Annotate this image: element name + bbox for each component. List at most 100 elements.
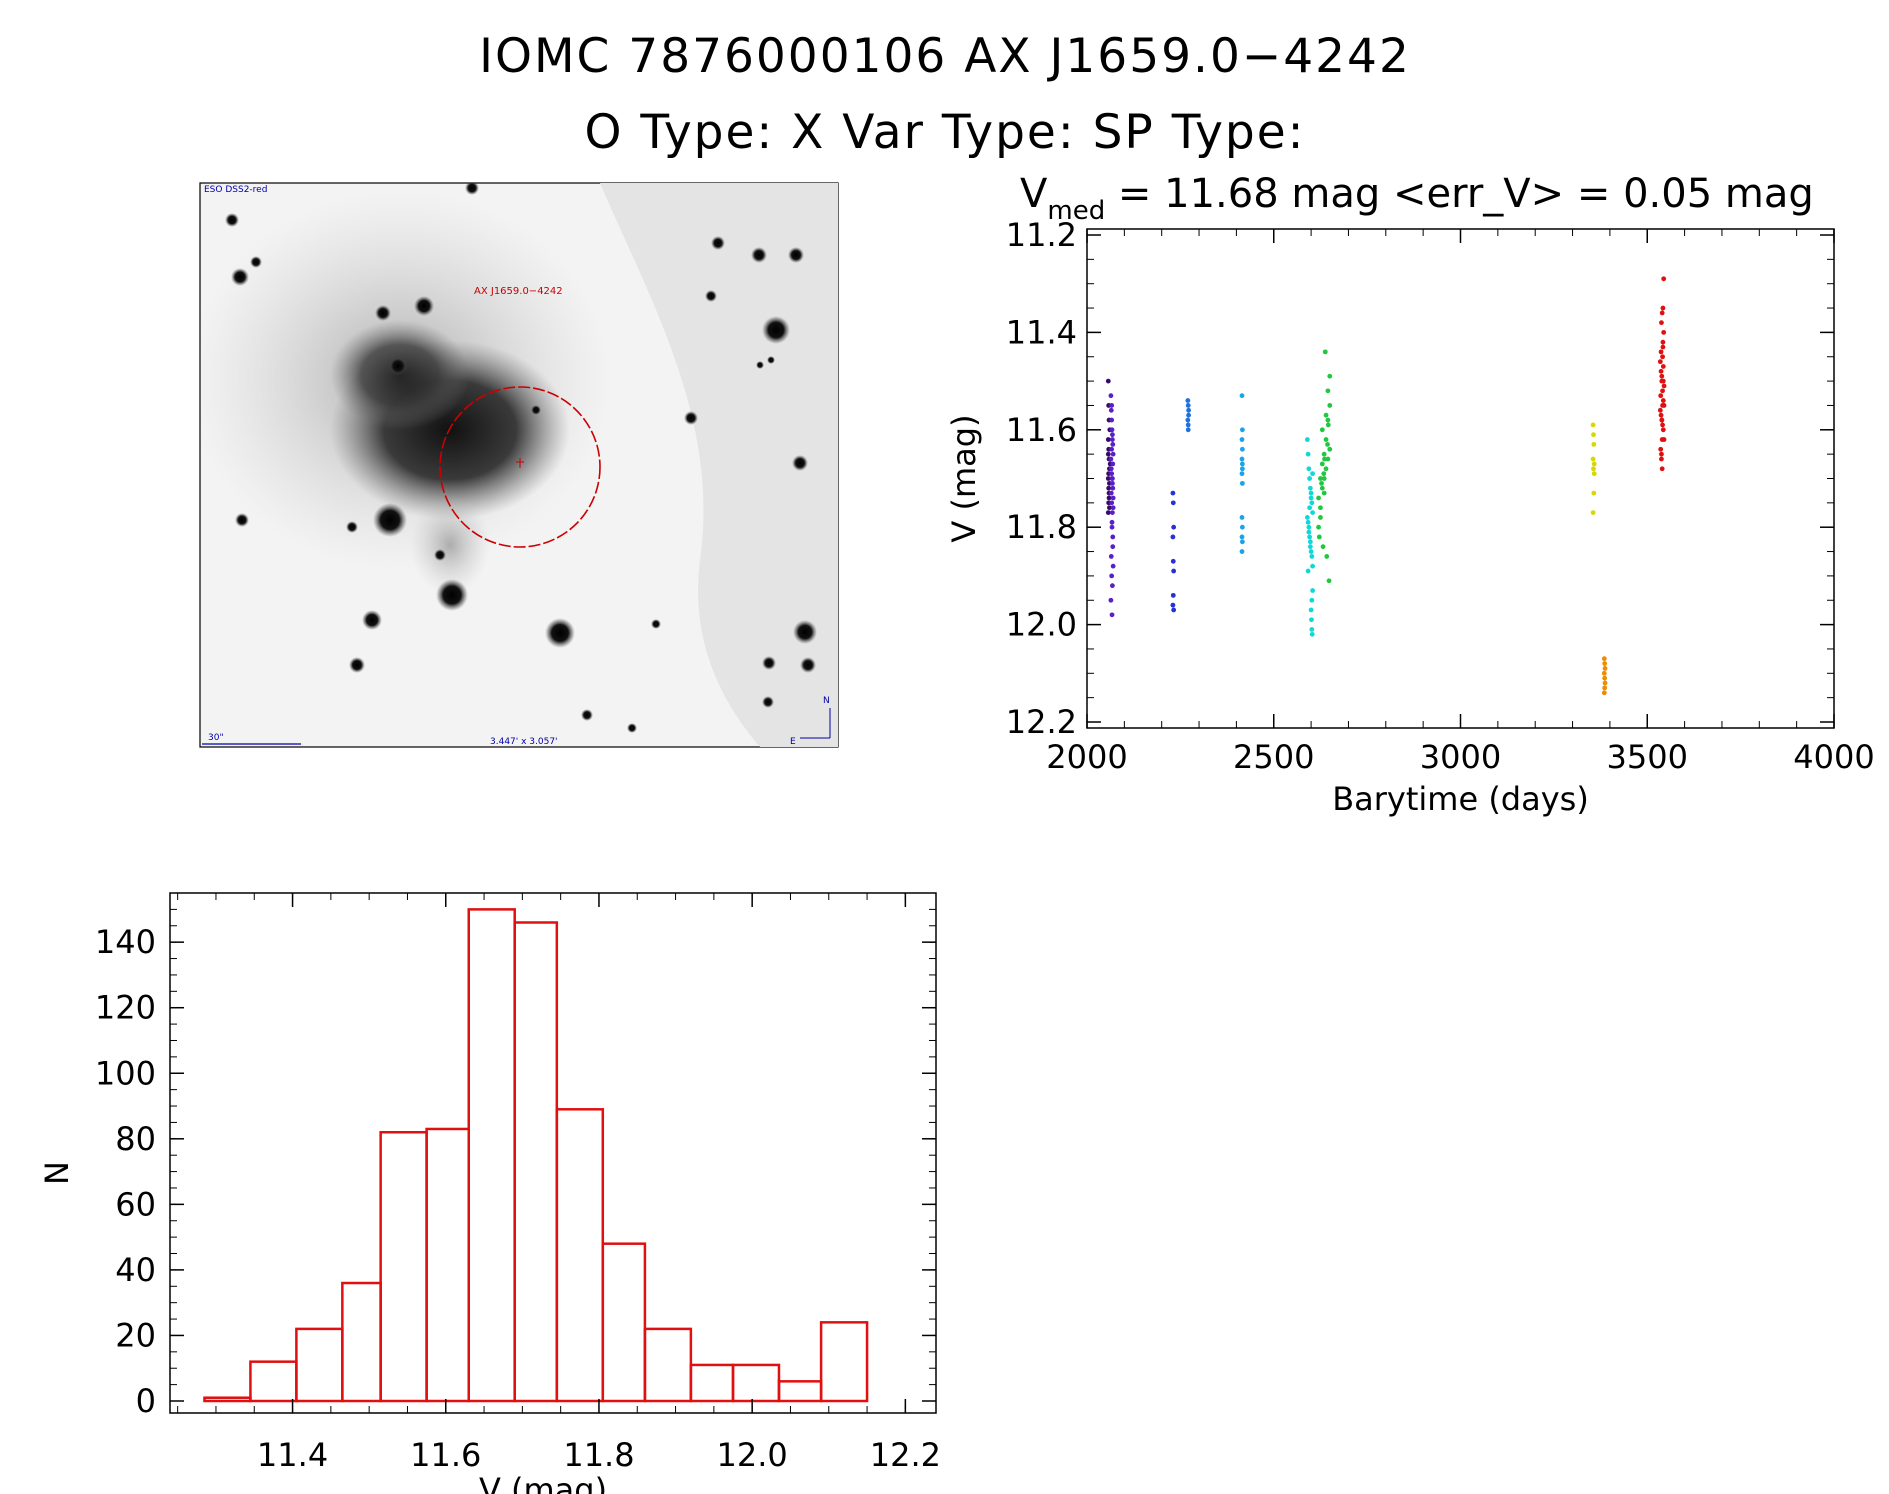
light-curve-point xyxy=(1602,685,1608,691)
light-curve-point xyxy=(1109,510,1115,515)
light-curve-point xyxy=(1105,451,1111,457)
light-curve-point xyxy=(1305,451,1311,457)
light-curve-point xyxy=(1109,573,1115,579)
light-curve-point xyxy=(1305,568,1311,574)
light-curve-point xyxy=(1109,583,1115,589)
histogram-x-tick-label: 12.0 xyxy=(717,1436,788,1474)
histogram-bar xyxy=(819,1321,869,1403)
light-curve-point xyxy=(1109,500,1115,506)
light-curve-point xyxy=(1110,485,1116,491)
light-curve-point xyxy=(1325,442,1330,447)
light-curve-point xyxy=(1591,461,1597,467)
light-curve-point xyxy=(1110,495,1116,501)
light-curve-point xyxy=(1171,568,1177,574)
histogram-y-tick-label: 120 xyxy=(95,989,156,1027)
north-label: N xyxy=(823,696,830,706)
light-curve-x-label: Barytime (days) xyxy=(1332,780,1589,818)
light-curve-point xyxy=(1660,344,1666,350)
light-curve-point xyxy=(1110,442,1116,447)
light-curve-point xyxy=(1590,510,1596,515)
light-curve-point xyxy=(1320,544,1326,550)
histogram-bar xyxy=(643,1327,693,1403)
light-curve-point xyxy=(1109,471,1115,477)
light-curve-point xyxy=(1185,403,1191,408)
light-curve-point xyxy=(1307,544,1313,550)
light-curve-point xyxy=(1602,666,1608,671)
light-curve-point xyxy=(1108,490,1114,496)
histogram-bar xyxy=(203,1396,252,1403)
light-curve-x-tick-label: 3000 xyxy=(1420,738,1501,776)
light-curve-point xyxy=(1239,461,1245,467)
light-curve-point xyxy=(1321,471,1327,477)
light-curve-point xyxy=(1310,510,1315,515)
histogram-y-tick-label: 80 xyxy=(115,1120,156,1158)
light-curve-point xyxy=(1590,456,1596,462)
light-curve-point xyxy=(1110,534,1116,540)
light-curve-title: Vmed = 11.68 mag <err_V> = 0.05 mag xyxy=(1020,171,1814,226)
light-curve-point xyxy=(1309,631,1315,637)
light-curve-point xyxy=(1109,432,1115,438)
light-curve-point xyxy=(1321,451,1327,457)
light-curve-point xyxy=(1170,592,1176,598)
histogram-y-tick-label: 100 xyxy=(95,1054,156,1092)
light-curve-chart: Vmed = 11.68 mag <err_V> = 0.05 mag 2000… xyxy=(945,171,1875,818)
page-title: IOMC 7876000106 AX J1659.0−4242 xyxy=(479,29,1411,84)
light-curve-point xyxy=(1310,588,1315,593)
light-curve-point xyxy=(1185,427,1191,433)
histogram-bar xyxy=(689,1363,735,1403)
light-curve-point xyxy=(1170,500,1176,506)
light-curve-point xyxy=(1318,476,1323,481)
light-curve-point xyxy=(1308,495,1314,501)
light-curve-point xyxy=(1105,378,1111,384)
light-curve-point xyxy=(1108,407,1114,413)
light-curve-point xyxy=(1591,442,1597,447)
light-curve-point xyxy=(1660,378,1666,384)
light-curve-point xyxy=(1239,515,1245,520)
fov-label: 3.447' x 3.057' xyxy=(490,737,558,747)
light-curve-title-rest: = 11.68 mag <err_V> = 0.05 mag xyxy=(1105,171,1814,217)
light-curve-point xyxy=(1658,393,1664,399)
light-curve-point xyxy=(1109,403,1115,408)
finder-chart: ESO DSS2-red AX J1659.0−4242 30" 3.447' … xyxy=(199,182,839,748)
light-curve-point xyxy=(1109,519,1115,525)
finder-stars xyxy=(225,183,817,733)
light-curve-point xyxy=(1307,539,1313,545)
light-curve-point xyxy=(1306,524,1312,530)
histogram-bar xyxy=(601,1242,647,1403)
light-curve-point xyxy=(1186,412,1191,418)
light-curve-point xyxy=(1660,422,1665,428)
light-curve-point xyxy=(1591,432,1596,438)
finder-nebula-tail xyxy=(410,495,490,595)
histogram-bar xyxy=(513,921,559,1403)
light-curve-y-tick-label: 11.6 xyxy=(1006,411,1077,449)
light-curve-point xyxy=(1108,597,1114,603)
light-curve-point xyxy=(1327,446,1333,452)
histogram-ticks: 11.4 11.6 11.8 12.0 12.2 0 20 40 60 80 100 120 140 xyxy=(95,893,941,1474)
histogram-y-tick-label: 0 xyxy=(136,1382,156,1420)
histogram-frame xyxy=(169,892,937,1414)
light-curve-point xyxy=(1308,607,1314,613)
light-curve-point xyxy=(1110,451,1116,457)
light-curve-point xyxy=(1239,524,1245,530)
histogram-y-tick-label: 140 xyxy=(95,923,156,961)
light-curve-point xyxy=(1316,534,1322,540)
light-curve-point xyxy=(1322,456,1327,462)
light-curve-point xyxy=(1171,607,1177,613)
histogram-bar xyxy=(379,1131,428,1403)
light-curve-point xyxy=(1327,373,1333,379)
histogram-x-tick-label: 11.4 xyxy=(257,1436,328,1474)
light-curve-point xyxy=(1170,534,1176,540)
histogram-y-tick-label: 40 xyxy=(115,1251,156,1289)
light-curve-point xyxy=(1660,364,1666,369)
light-curve-point xyxy=(1239,446,1245,452)
light-curve-point xyxy=(1309,500,1315,506)
light-curve-point xyxy=(1170,490,1176,496)
light-curve-point xyxy=(1109,480,1115,486)
light-curve-point xyxy=(1307,485,1313,491)
light-curve-point xyxy=(1319,427,1325,433)
light-curve-point xyxy=(1110,563,1116,569)
light-curve-point xyxy=(1108,466,1114,472)
light-curve-x-tick-label: 4000 xyxy=(1793,738,1874,776)
light-curve-point xyxy=(1109,417,1115,423)
light-curve-point xyxy=(1239,466,1245,472)
